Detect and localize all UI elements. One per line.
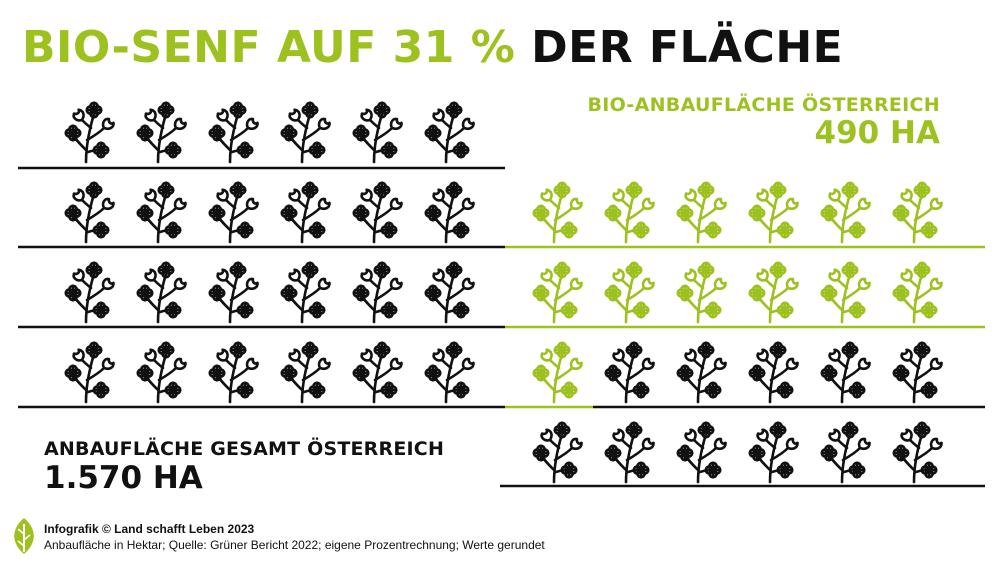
mustard-plant-icon xyxy=(532,421,583,484)
mustard-plant-icon xyxy=(604,341,655,404)
mustard-plant-icon xyxy=(352,181,403,244)
mustard-plant-icon xyxy=(424,101,475,164)
mustard-plant-icon xyxy=(748,421,799,484)
mustard-plant-icon xyxy=(424,181,475,244)
mustard-plant-icon xyxy=(352,261,403,324)
mustard-plant-icon xyxy=(208,181,259,244)
bio-mustard-plant-icon xyxy=(820,181,871,244)
bio-mustard-plant-icon xyxy=(604,181,655,244)
mustard-plant-icon xyxy=(64,181,115,244)
bio-mustard-plant-icon xyxy=(604,261,655,324)
mustard-plant-icon xyxy=(892,421,943,484)
page-title: BIO-SENF AUF 31 % DER FLÄCHE xyxy=(22,22,843,73)
mustard-plant-icon xyxy=(352,341,403,404)
mustard-plant-icon xyxy=(136,181,187,244)
mustard-plant-icon xyxy=(136,261,187,324)
mustard-plant-icon xyxy=(208,261,259,324)
mustard-plant-icon xyxy=(820,421,871,484)
total-area-value: 1.570 HA xyxy=(44,460,203,496)
mustard-plant-icon xyxy=(280,101,331,164)
title-rest: DER FLÄCHE xyxy=(531,22,844,73)
mustard-plant-icon xyxy=(892,341,943,404)
bio-area-value: 490 HA xyxy=(814,115,940,151)
bio-mustard-plant-icon xyxy=(676,261,727,324)
total-area-label: ANBAUFLÄCHE GESAMT ÖSTERREICH 1.570 HA xyxy=(44,438,444,496)
footer-credit: Infografik © Land schafft Leben 2023 xyxy=(44,522,255,536)
leaf-logo-icon xyxy=(14,518,34,554)
bio-mustard-plant-icon xyxy=(532,181,583,244)
bio-mustard-plant-icon xyxy=(748,181,799,244)
mustard-plant-icon xyxy=(820,341,871,404)
mustard-plant-icon xyxy=(64,101,115,164)
mustard-plant-icon xyxy=(136,341,187,404)
bio-mustard-plant-icon xyxy=(820,261,871,324)
bio-mustard-plant-icon xyxy=(748,261,799,324)
mustard-plant-icon xyxy=(424,261,475,324)
mustard-plant-icon xyxy=(748,341,799,404)
mustard-plant-icon xyxy=(64,341,115,404)
mustard-plant-icon xyxy=(424,341,475,404)
footer: Infografik © Land schafft Leben 2023 Anb… xyxy=(44,521,545,553)
bio-mustard-plant-icon xyxy=(676,181,727,244)
bio-mustard-plant-icon xyxy=(892,181,943,244)
bio-mustard-plant-icon xyxy=(532,341,583,404)
mustard-plant-icon xyxy=(208,341,259,404)
mustard-plant-icon xyxy=(604,421,655,484)
footer-note: Anbaufläche in Hektar; Quelle: Grüner Be… xyxy=(44,538,545,552)
title-highlight: BIO-SENF AUF 31 % xyxy=(22,22,516,73)
mustard-plant-icon xyxy=(676,421,727,484)
mustard-plant-icon xyxy=(136,101,187,164)
mustard-plant-icon xyxy=(64,261,115,324)
mustard-plant-icon xyxy=(676,341,727,404)
mustard-plant-icon xyxy=(280,261,331,324)
bio-area-caption: BIO-ANBAUFLÄCHE ÖSTERREICH xyxy=(587,94,940,116)
bio-mustard-plant-icon xyxy=(532,261,583,324)
bio-area-label: BIO-ANBAUFLÄCHE ÖSTERREICH 490 HA xyxy=(587,94,940,150)
bio-mustard-plant-icon xyxy=(892,261,943,324)
mustard-plant-icon xyxy=(280,341,331,404)
total-area-caption: ANBAUFLÄCHE GESAMT ÖSTERREICH xyxy=(44,438,445,460)
mustard-plant-icon xyxy=(352,101,403,164)
mustard-plant-icon xyxy=(208,101,259,164)
mustard-plant-icon xyxy=(280,181,331,244)
